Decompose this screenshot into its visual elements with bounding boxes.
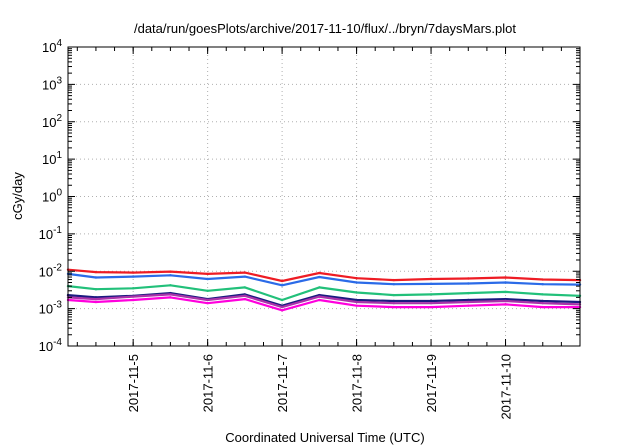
y-tick-label: 103 (42, 75, 62, 92)
data-point (131, 287, 135, 290)
data-point (429, 293, 433, 296)
data-point (392, 305, 396, 309)
y-tick-label: 10-3 (39, 300, 63, 317)
data-point (169, 284, 172, 287)
series-group (66, 268, 582, 312)
data-point (467, 304, 470, 307)
data-point (94, 297, 98, 301)
data-point (392, 278, 396, 282)
data-point (206, 289, 209, 292)
data-point (467, 277, 470, 280)
x-tick-label: 2017-11-9 (424, 354, 439, 412)
data-point (318, 295, 321, 298)
data-point (355, 300, 358, 304)
data-point (318, 298, 321, 302)
y-tick-label: 10-2 (39, 262, 63, 279)
data-point (504, 299, 507, 303)
y-tick-label: 101 (42, 150, 62, 167)
data-point (504, 276, 507, 279)
data-point (504, 303, 507, 306)
data-point (504, 297, 507, 301)
y-tick-label: 10-4 (39, 337, 63, 354)
data-point (392, 283, 396, 286)
data-point (541, 293, 544, 296)
data-point (392, 301, 396, 305)
y-tick-label: 10-1 (39, 225, 63, 242)
data-point (355, 298, 358, 302)
data-point (169, 296, 172, 299)
y-tick-label: 104 (42, 38, 62, 55)
data-point (541, 305, 544, 309)
data-point (206, 277, 209, 281)
data-point (467, 298, 470, 302)
data-point (318, 271, 321, 275)
data-point (243, 294, 247, 298)
data-point (280, 298, 284, 302)
data-point (318, 275, 321, 279)
series-line-2 (67, 272, 581, 287)
y-axis-label: cGy/day (10, 172, 25, 220)
data-point (280, 305, 284, 309)
data-point (206, 272, 209, 276)
data-point (392, 293, 396, 297)
data-point (169, 293, 172, 296)
data-point (94, 270, 98, 274)
data-point (131, 275, 135, 278)
data-point (429, 282, 433, 286)
data-point (206, 298, 209, 302)
grid (68, 47, 580, 346)
data-point (429, 305, 433, 309)
y-tick-label: 102 (42, 113, 62, 130)
x-tick-label: 2017-11-10 (499, 354, 514, 420)
data-point (541, 283, 544, 286)
data-point (280, 309, 284, 312)
data-point (243, 275, 247, 278)
data-point (355, 277, 358, 280)
data-point (541, 278, 544, 281)
data-point (206, 301, 209, 305)
data-point (243, 297, 247, 301)
x-tick-label: 2017-11-5 (126, 354, 141, 412)
x-tick-label: 2017-11-8 (350, 354, 365, 412)
data-point (541, 301, 544, 305)
data-point (94, 300, 98, 304)
data-point (541, 299, 544, 303)
data-point (94, 276, 98, 279)
data-point (355, 281, 358, 284)
data-point (429, 301, 433, 305)
data-point (280, 284, 284, 287)
data-point (280, 279, 284, 283)
data-point (429, 277, 433, 281)
x-tick-label: 2017-11-7 (275, 354, 290, 412)
chart-title: /data/run/goesPlots/archive/2017-11-10/f… (134, 21, 516, 36)
data-point (243, 271, 247, 274)
data-point (131, 295, 135, 298)
data-point (392, 299, 396, 303)
y-axis-ticks: 104 103 102 101 100 10-1 10-2 10-3 10-4 (39, 38, 580, 354)
data-point (504, 281, 507, 284)
x-axis-label: Coordinated Universal Time (UTC) (225, 430, 424, 445)
x-tick-label: 2017-11-6 (201, 354, 216, 412)
data-point (318, 286, 321, 289)
x-axis-ticks: 2017-11-5 2017-11-6 2017-11-7 2017-11-8 2017… (76, 47, 562, 420)
data-point (243, 286, 247, 289)
data-point (94, 288, 98, 291)
data-point (504, 290, 507, 294)
data-point (355, 304, 358, 307)
data-point (169, 270, 172, 273)
data-point (429, 299, 433, 303)
data-point (131, 271, 135, 274)
data-point (467, 300, 470, 304)
data-point (131, 298, 135, 302)
data-point (355, 291, 358, 294)
data-point (467, 282, 470, 285)
data-point (467, 291, 470, 295)
data-point (169, 274, 172, 277)
y-tick-label: 100 (42, 188, 62, 205)
